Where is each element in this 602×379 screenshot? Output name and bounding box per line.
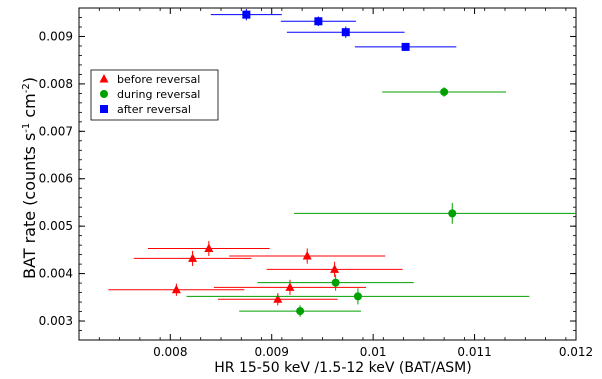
data-layer (108, 8, 576, 317)
data-point (330, 264, 340, 273)
data-point (188, 253, 198, 262)
y-axis-label-end: ) (20, 77, 39, 83)
series-after-reversal (210, 8, 457, 51)
x-tick-label: 0.008 (153, 345, 187, 359)
data-point (242, 10, 251, 19)
data-point (302, 251, 312, 260)
data-point (273, 294, 283, 303)
y-axis-label-main: BAT rate (counts s (20, 133, 39, 279)
data-point (285, 282, 295, 291)
series-before-reversal (108, 240, 403, 306)
data-point (353, 292, 362, 301)
x-axis-label: HR 15-50 keV /1.5-12 keV (BAT/ASM) (214, 360, 471, 376)
y-tick-label: 0.009 (39, 29, 73, 43)
legend-item: before reversal (99, 73, 200, 86)
y-axis-label: BAT rate (counts s-1 cm-2) (20, 77, 39, 279)
x-tick-label: 0.011 (457, 345, 491, 359)
y-axis-label-mid: cm (20, 93, 39, 122)
y-tick-label: 0.004 (39, 267, 73, 281)
data-point (296, 307, 305, 316)
y-axis-label-exp2: -2 (21, 83, 32, 93)
data-point (401, 42, 410, 51)
y-tick-label: 0.008 (39, 77, 73, 91)
legend-marker (100, 90, 108, 98)
data-point (314, 17, 323, 26)
data-point (440, 87, 449, 96)
data-point (448, 209, 457, 218)
y-tick-label: 0.006 (39, 172, 73, 186)
axes (78, 7, 577, 341)
series-during-reversal (186, 87, 576, 317)
ticks: 0.008 0.009 0.01 0.011 0.012 0.003 0.004 0.005 0… (39, 7, 593, 359)
data-point (204, 243, 214, 252)
x-tick-label: 0.009 (255, 345, 289, 359)
data-point (331, 278, 340, 287)
legend-label: during reversal (117, 88, 200, 101)
y-tick-label: 0.005 (39, 219, 73, 233)
legend-marker (100, 105, 108, 113)
legend-box (90, 69, 219, 121)
y-axis-label-exp1: -1 (21, 123, 32, 133)
plot-frame (78, 7, 577, 341)
y-tick-label: 0.007 (39, 124, 73, 138)
data-point (341, 28, 350, 37)
y-tick-label: 0.003 (39, 314, 73, 328)
legend-marker (99, 74, 109, 83)
x-tick-label: 0.012 (559, 345, 593, 359)
legend-item: after reversal (100, 103, 191, 116)
legend-label: after reversal (117, 103, 191, 116)
legend: before reversal during reversal after reve… (90, 69, 219, 121)
data-point (171, 284, 181, 294)
legend-label: before reversal (117, 73, 200, 86)
legend-item: during reversal (100, 88, 200, 101)
x-tick-label: 0.01 (360, 345, 387, 359)
